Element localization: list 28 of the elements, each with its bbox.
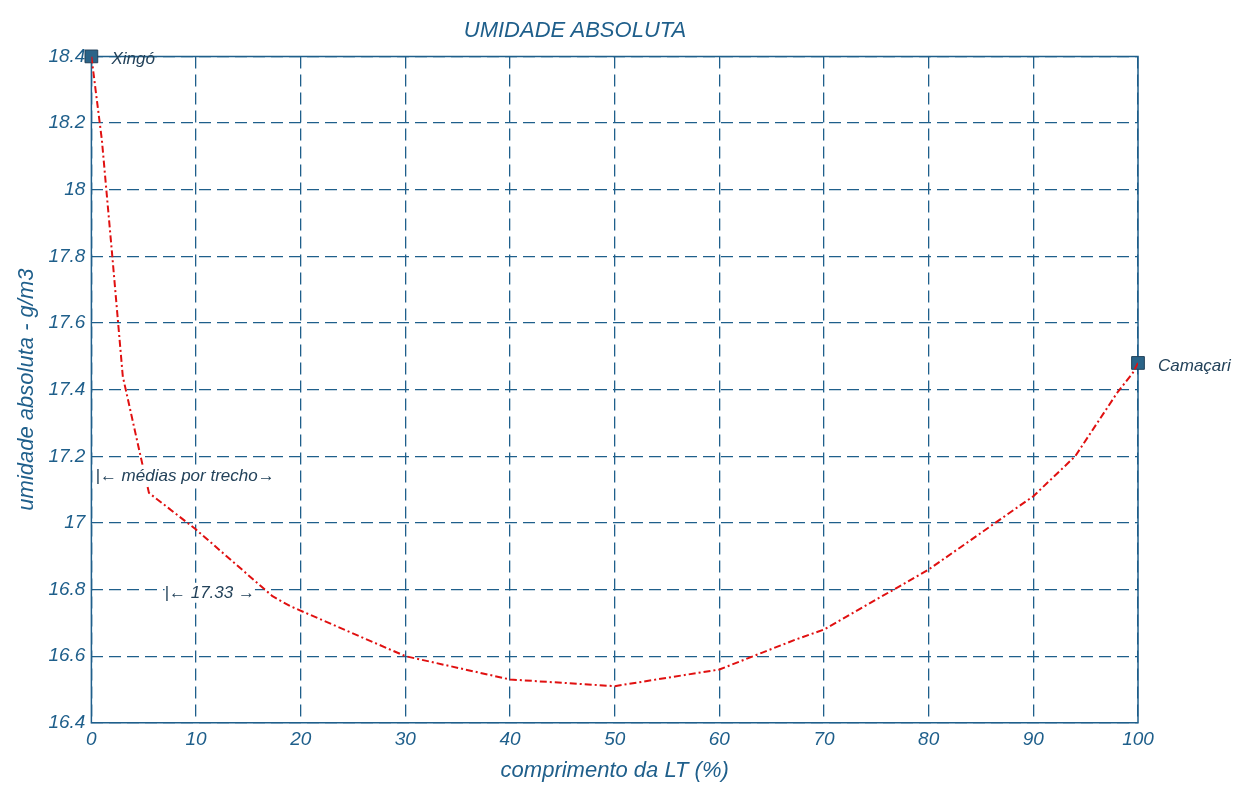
y-tick-label: 18.2	[48, 111, 86, 133]
y-tick-label: 16.6	[48, 644, 86, 666]
x-tick-label: 70	[813, 728, 836, 750]
x-tick-label: 80	[918, 728, 940, 750]
y-tick-label: 16.4	[48, 711, 86, 733]
x-axis-title: comprimento da LT (%)	[500, 756, 729, 782]
y-tick-label: 17.2	[48, 444, 86, 466]
x-tick-label: 10	[185, 728, 208, 750]
y-tick-label: 17.8	[48, 244, 86, 266]
annotation: |← 17.33 →	[164, 582, 255, 602]
x-tick-label: 50	[604, 728, 626, 750]
y-tick-label: 17.6	[48, 311, 86, 333]
x-tick-label: 60	[708, 728, 731, 750]
y-tick-label: 17.4	[48, 377, 86, 399]
y-axis-title: umidade absoluta - g/m3	[13, 267, 39, 511]
series-label: Camaçari	[1158, 355, 1232, 375]
x-tick-label: 20	[289, 728, 312, 750]
y-tick-label: 17	[64, 511, 87, 533]
y-tick-label: 18.4	[48, 44, 86, 66]
annotation: |← médias por trecho→	[95, 465, 275, 485]
x-tick-label: 90	[1022, 728, 1045, 750]
x-tick-label: 0	[86, 728, 98, 750]
x-tick-label: 30	[394, 728, 417, 750]
y-tick-label: 18	[64, 177, 86, 199]
x-tick-label: 40	[499, 728, 522, 750]
y-tick-label: 16.8	[48, 577, 86, 599]
chart-title: UMIDADE ABSOLUTA	[463, 17, 687, 43]
x-tick-label: 100	[1122, 728, 1155, 750]
